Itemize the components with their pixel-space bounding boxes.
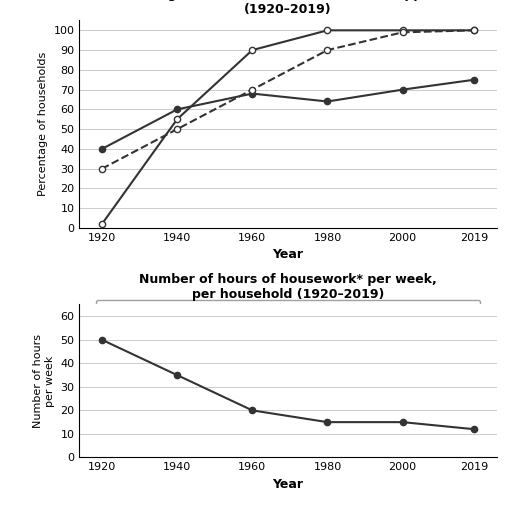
- Y-axis label: Percentage of households: Percentage of households: [38, 52, 48, 196]
- Y-axis label: Number of hours
per week: Number of hours per week: [33, 334, 55, 428]
- Legend: Washing machine, Refrigerator, Vacuum cleaner: Washing machine, Refrigerator, Vacuum cl…: [96, 300, 480, 321]
- X-axis label: Year: Year: [272, 248, 304, 262]
- Title: Number of hours of housework* per week,
per household (1920–2019): Number of hours of housework* per week, …: [139, 272, 437, 300]
- Title: Percentage of households with electrical appliances
(1920–2019): Percentage of households with electrical…: [105, 0, 471, 16]
- X-axis label: Year: Year: [272, 478, 304, 491]
